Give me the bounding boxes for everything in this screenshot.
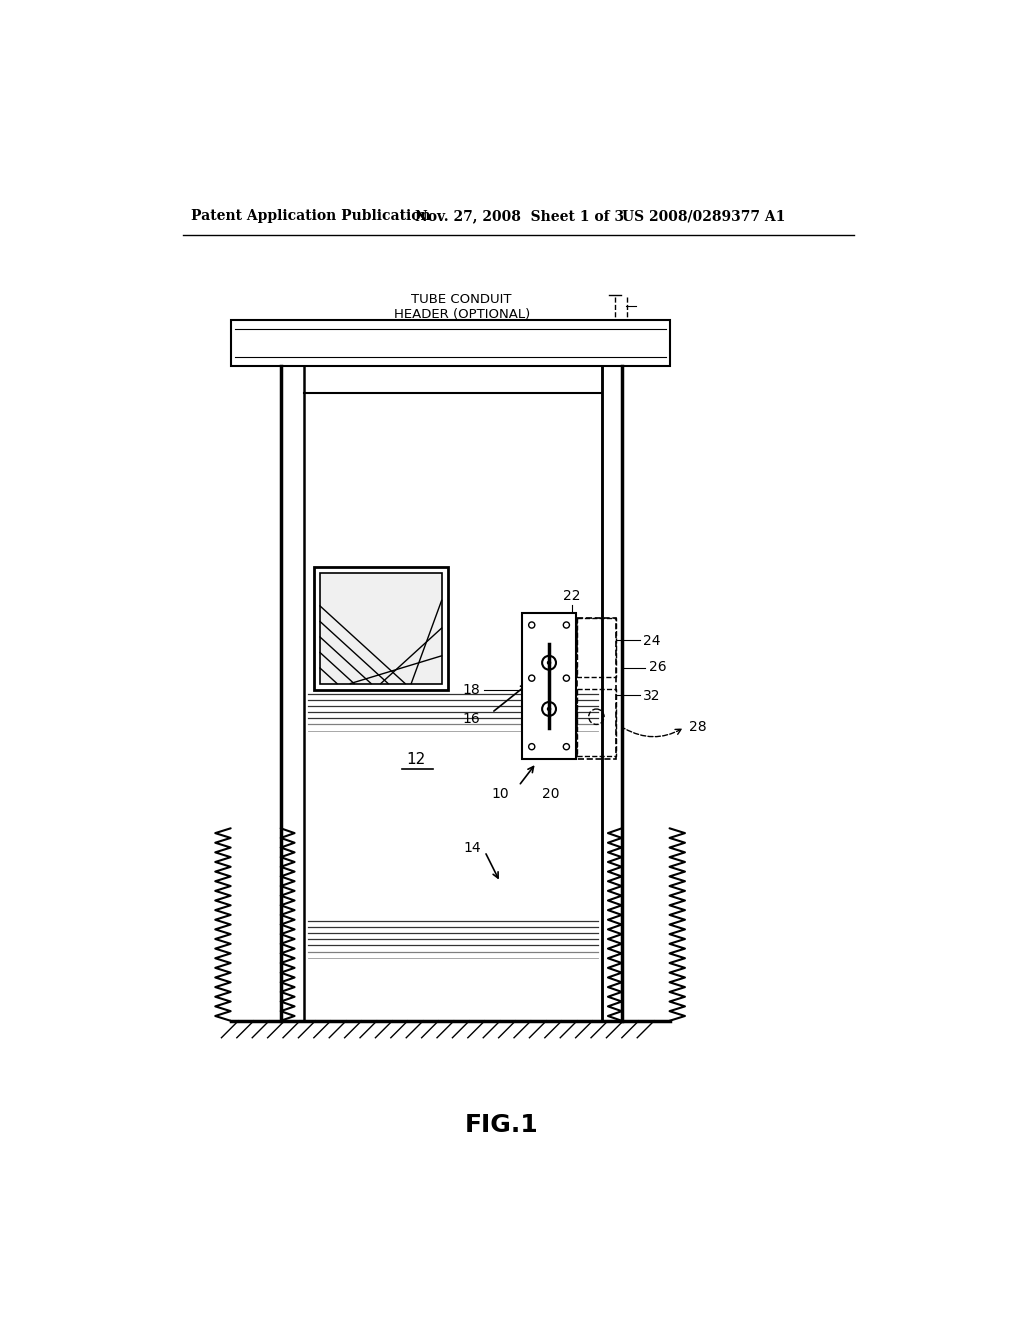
Bar xyxy=(578,689,615,756)
Text: 20: 20 xyxy=(542,787,559,801)
Text: Nov. 27, 2008  Sheet 1 of 3: Nov. 27, 2008 Sheet 1 of 3 xyxy=(416,209,625,223)
Bar xyxy=(230,321,670,367)
Text: Patent Application Publication: Patent Application Publication xyxy=(190,209,430,223)
Text: 14: 14 xyxy=(463,841,481,854)
Bar xyxy=(578,618,615,759)
Bar xyxy=(319,573,441,684)
Text: 32: 32 xyxy=(643,689,660,704)
Bar xyxy=(522,612,575,759)
Circle shape xyxy=(548,661,551,664)
Text: FIG.1: FIG.1 xyxy=(465,1113,539,1137)
Text: TUBE CONDUIT
HEADER (OPTIONAL): TUBE CONDUIT HEADER (OPTIONAL) xyxy=(393,293,529,321)
Text: US 2008/0289377 A1: US 2008/0289377 A1 xyxy=(622,209,785,223)
Text: 18: 18 xyxy=(463,682,480,697)
Bar xyxy=(304,367,602,1020)
Circle shape xyxy=(548,708,551,710)
Text: 34: 34 xyxy=(530,721,548,735)
Text: 10: 10 xyxy=(490,787,509,801)
Text: 16: 16 xyxy=(463,711,480,726)
Text: 22: 22 xyxy=(563,590,581,603)
Text: 12: 12 xyxy=(406,751,425,767)
Bar xyxy=(578,618,615,677)
Bar xyxy=(313,566,447,689)
Text: 24: 24 xyxy=(643,634,660,648)
Text: 26: 26 xyxy=(649,660,667,673)
Text: 28: 28 xyxy=(689,719,707,734)
